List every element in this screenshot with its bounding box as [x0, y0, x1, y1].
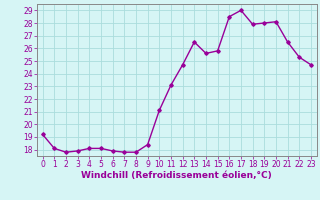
X-axis label: Windchill (Refroidissement éolien,°C): Windchill (Refroidissement éolien,°C)	[81, 171, 272, 180]
